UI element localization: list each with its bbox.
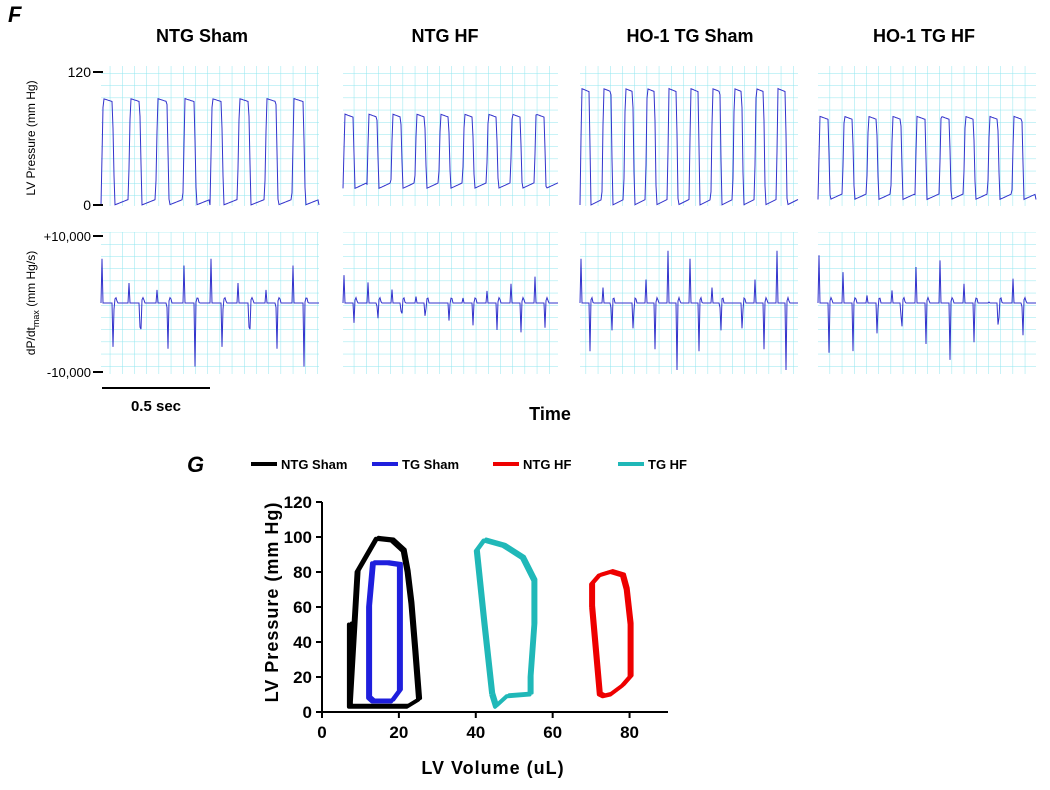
pressure-tick-label-120: 120 [68, 64, 92, 80]
pv-loop-cycle2-tg-hf [476, 537, 538, 707]
pressure-trace-1 [342, 113, 559, 190]
legend-label-0: NTG Sham [281, 457, 347, 472]
legend-label-3: TG HF [648, 457, 687, 472]
pv-loop-cycle2-tg-sham [369, 560, 403, 702]
panel-g-label: G [187, 452, 204, 477]
dpdt-ylabel: dP/dtmax (mm Hg/s) [24, 251, 41, 355]
pressure-trace-2 [579, 87, 799, 206]
dpdt-ylabel-main: dP/dt [24, 327, 38, 356]
pv-ytick-label-0: 0 [303, 703, 312, 722]
dpdt-trace-3 [817, 255, 1036, 360]
pressure-ylabel: LV Pressure (mm Hg) [24, 80, 38, 195]
pressure-traces [100, 87, 1037, 206]
pv-ytick-label-120: 120 [284, 493, 312, 512]
pressure-trace-0 [100, 97, 320, 206]
column-titles: NTG Sham NTG HF HO-1 TG Sham HO-1 TG HF [156, 26, 975, 46]
legend-label-1: TG Sham [402, 457, 459, 472]
dpdt-row: +10,000 -10,000 dP/dtmax (mm Hg/s) [24, 229, 1036, 380]
pv-xtick-label-80: 80 [620, 723, 639, 742]
dpdt-trace-1 [342, 275, 558, 333]
column-title-ho1-tg-sham: HO-1 TG Sham [626, 26, 753, 46]
pv-loop-cycle2-ntg-sham [349, 535, 423, 707]
pv-ytick-label-20: 20 [293, 668, 312, 687]
pv-xtick-label-40: 40 [466, 723, 485, 742]
dpdt-trace-0 [100, 258, 319, 367]
pv-ytick-label-60: 60 [293, 598, 312, 617]
dpdt-ylabel-sub: max [31, 310, 41, 328]
pv-ylabel: LV Pressure (mm Hg) [262, 502, 282, 703]
column-title-ntg-hf: NTG HF [412, 26, 479, 46]
pv-loops [346, 535, 634, 709]
dpdt-trace-2 [579, 250, 798, 371]
pv-xtick-label-60: 60 [543, 723, 562, 742]
pressure-trace-3 [817, 115, 1037, 201]
pv-loop-cycle2-ntg-hf [592, 569, 634, 697]
legend-label-2: NTG HF [523, 457, 571, 472]
pv-ytick-label-80: 80 [293, 563, 312, 582]
dpdt-traces [100, 250, 1036, 371]
pv-xtick-label-0: 0 [317, 723, 326, 742]
dpdt-tick-label-min: -10,000 [47, 365, 91, 380]
panel-f-label: F [8, 2, 22, 27]
pv-loop-tg-hf [473, 538, 536, 709]
pv-xlabel: LV Volume (uL) [421, 758, 564, 778]
dpdt-ylabel-tail: (mm Hg/s) [24, 251, 38, 310]
pressure-tick-label-0: 0 [83, 197, 91, 213]
scale-bar-label: 0.5 sec [131, 398, 181, 415]
pv-ytick-label-100: 100 [284, 528, 312, 547]
column-title-ntg-sham: NTG Sham [156, 26, 248, 46]
time-xlabel: Time [529, 404, 571, 424]
column-title-ho1-tg-hf: HO-1 TG HF [873, 26, 975, 46]
pv-axes: 0 20 40 60 80 100 120 0 20 40 60 80 [284, 493, 668, 742]
legend: NTG Sham TG Sham NTG HF TG HF [251, 457, 687, 472]
pv-xtick-label-20: 20 [389, 723, 408, 742]
pv-loop-tg-sham [366, 561, 401, 704]
pv-ytick-label-40: 40 [293, 633, 312, 652]
pressure-row: 120 0 LV Pressure (mm Hg) [24, 64, 1037, 213]
dpdt-tick-label-max: +10,000 [44, 229, 91, 244]
